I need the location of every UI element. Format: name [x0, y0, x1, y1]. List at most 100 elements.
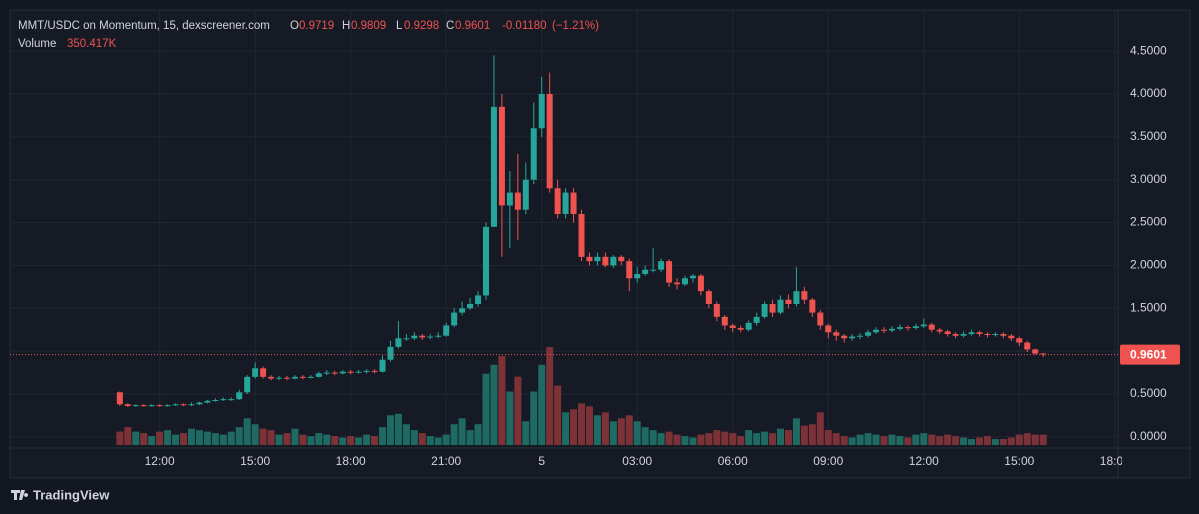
- candle-body: [467, 304, 474, 309]
- volume-bar: [697, 434, 705, 445]
- volume-bar: [347, 436, 355, 445]
- candle-body: [411, 335, 418, 339]
- volume-bar: [912, 434, 920, 445]
- candle-body: [124, 404, 131, 406]
- candle-body: [570, 192, 577, 214]
- volume-bar: [562, 412, 570, 445]
- volume-bar: [673, 434, 681, 445]
- volume-bar: [999, 439, 1007, 445]
- y-tick-label: 2.0000: [1130, 258, 1167, 272]
- candle-body: [1032, 349, 1039, 354]
- volume-bar: [259, 428, 267, 445]
- candle-body: [220, 399, 227, 401]
- volume-bar: [665, 431, 673, 445]
- candle-body: [634, 274, 641, 279]
- candle-body: [618, 256, 625, 262]
- volume-bar: [681, 436, 689, 445]
- candle-body: [960, 334, 967, 336]
- candle-body: [697, 275, 704, 292]
- volume-bar: [657, 433, 665, 445]
- volume-bar: [235, 427, 243, 445]
- volume-bar: [156, 431, 164, 445]
- volume-bar: [283, 433, 291, 445]
- volume-bar: [991, 439, 999, 445]
- candle-body: [873, 329, 880, 333]
- x-tick-label: 18:00: [336, 454, 366, 468]
- candle-body: [880, 329, 887, 331]
- candle-body: [745, 322, 752, 330]
- volume-bar: [164, 430, 172, 445]
- candle-body: [459, 308, 466, 313]
- volume-bar: [538, 364, 546, 445]
- candle-body: [793, 291, 800, 304]
- volume-bar: [983, 436, 991, 445]
- volume-bar: [784, 430, 792, 445]
- x-tick-label: 21:00: [431, 454, 461, 468]
- candle-body: [841, 335, 848, 339]
- volume-bar: [920, 433, 928, 445]
- candle-body: [371, 370, 378, 372]
- candle-body: [212, 400, 219, 401]
- volume-bar: [936, 436, 944, 445]
- volume-bar: [180, 433, 188, 445]
- volume-bar: [203, 431, 211, 445]
- candle-body: [331, 372, 338, 374]
- volume-bar: [394, 413, 402, 445]
- y-tick-label: 0.0000: [1130, 429, 1167, 443]
- ohlc-letter: L: [396, 20, 403, 32]
- candle-body: [825, 325, 832, 333]
- candle-body: [642, 269, 649, 274]
- volume-bar: [864, 433, 872, 445]
- candle-body: [896, 327, 903, 329]
- volume-bar: [466, 430, 474, 445]
- candle-body: [849, 336, 856, 339]
- volume-bar: [753, 433, 761, 445]
- candle-body: [522, 179, 529, 210]
- volume-bar: [386, 415, 394, 445]
- brand-name: TradingView: [33, 487, 110, 502]
- volume-bar: [211, 433, 219, 445]
- volume-title: Volume: [18, 38, 56, 50]
- volume-bar: [1031, 434, 1039, 445]
- volume-bar: [530, 391, 538, 445]
- volume-bar: [371, 436, 379, 445]
- candle-body: [904, 327, 911, 329]
- volume-bar: [968, 439, 976, 445]
- x-tick-label: 15:00: [240, 454, 270, 468]
- y-tick-label: 3.5000: [1130, 129, 1167, 143]
- volume-bar: [148, 436, 156, 445]
- candle-body: [705, 291, 712, 304]
- volume-bar: [904, 437, 912, 445]
- volume-bar: [474, 424, 482, 445]
- candle-body: [443, 325, 450, 336]
- candle-body: [172, 404, 179, 406]
- candle-body: [244, 376, 251, 393]
- volume-bar: [737, 436, 745, 445]
- candle-body: [188, 404, 195, 406]
- volume-bar: [267, 430, 275, 445]
- candle-body: [554, 188, 561, 214]
- volume-bar: [554, 385, 562, 445]
- ohlc-value: 0.9601: [455, 20, 490, 32]
- volume-bar: [315, 433, 323, 445]
- candle-body: [928, 324, 935, 330]
- volume-bar: [482, 373, 490, 445]
- candle-body: [992, 334, 999, 335]
- candle-body: [1024, 342, 1031, 350]
- candle-body: [713, 304, 720, 317]
- volume-bar: [219, 434, 227, 445]
- candle-body: [538, 94, 545, 129]
- volume-bar: [227, 431, 235, 445]
- volume-bar: [546, 347, 554, 445]
- ohlc-letter: H: [342, 20, 350, 32]
- candle-body: [761, 304, 768, 317]
- volume-bar: [952, 436, 960, 445]
- candle-body: [689, 275, 696, 279]
- x-tick-label: 15:00: [1004, 454, 1034, 468]
- y-tick-label: 1.5000: [1130, 300, 1167, 314]
- candle-body: [562, 192, 569, 214]
- volume-bar: [418, 433, 426, 445]
- candle-body: [379, 359, 386, 372]
- volume-bar: [880, 436, 888, 445]
- ohlc-letter: O: [290, 20, 299, 32]
